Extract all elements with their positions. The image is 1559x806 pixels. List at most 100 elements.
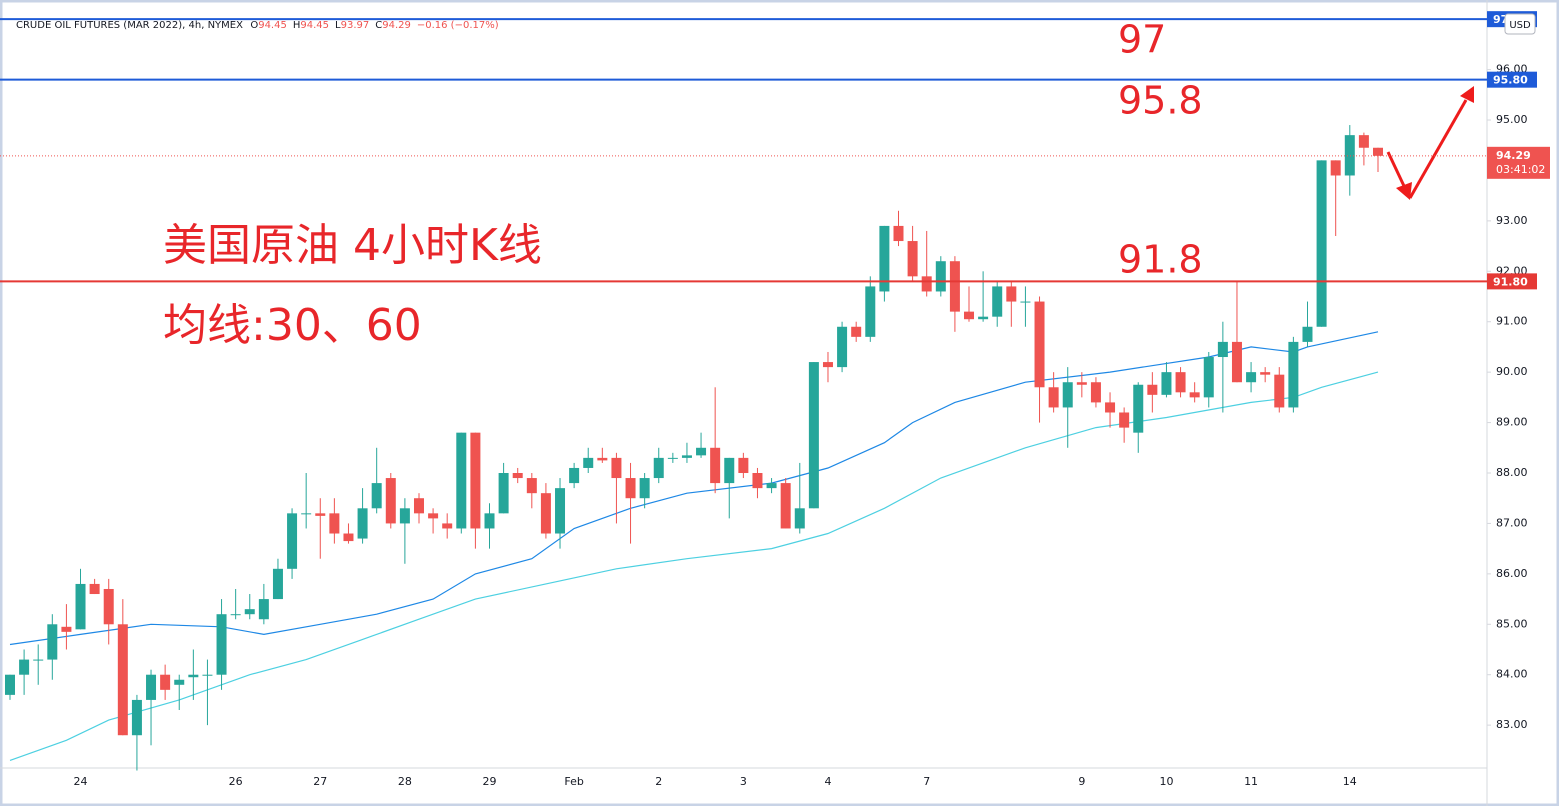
x-tick-label: 27 <box>313 775 327 788</box>
x-tick-label: 4 <box>824 775 831 788</box>
candle-body <box>681 455 692 458</box>
candle-body <box>1217 341 1228 358</box>
annotation: 95.8 <box>1118 79 1203 123</box>
candle-body <box>611 457 622 479</box>
candle-body <box>935 261 946 292</box>
level-label: 95.80 <box>1493 74 1528 87</box>
candle-body <box>1373 147 1383 156</box>
candle-body <box>19 659 30 675</box>
candle-body <box>540 493 551 534</box>
candle-body <box>301 513 312 515</box>
y-tick-label: 86.00 <box>1496 567 1528 580</box>
candle-body <box>1034 301 1045 388</box>
ohlc-key: C <box>375 20 382 31</box>
arrow-head <box>1460 86 1474 103</box>
candle-body <box>1175 372 1186 393</box>
candle-body <box>1246 372 1257 383</box>
arrow-head <box>1396 182 1412 200</box>
candle-body <box>822 362 833 368</box>
candle-body <box>428 513 439 519</box>
countdown: 03:41:02 <box>1496 163 1545 176</box>
candle-body <box>794 508 805 529</box>
candle-body <box>1090 382 1101 403</box>
candle-body <box>61 626 72 632</box>
candle-body <box>964 311 975 320</box>
candle-body <box>1076 382 1087 385</box>
y-tick-label: 84.00 <box>1496 668 1528 681</box>
candle-body <box>230 614 241 616</box>
candle-body <box>1161 372 1172 395</box>
candle-body <box>272 568 283 600</box>
change: −0.16 (−0.17%) <box>417 20 499 31</box>
candle-body <box>1062 382 1073 408</box>
candle-body <box>780 483 791 529</box>
candle-body <box>202 674 213 676</box>
annotation: 91.8 <box>1118 238 1203 282</box>
candle-body <box>978 316 989 320</box>
y-tick-label: 90.00 <box>1496 365 1528 378</box>
ohlc-key: L <box>335 20 341 31</box>
arrow-up <box>1408 99 1468 199</box>
candle-body <box>667 457 678 459</box>
candle-body <box>1119 412 1130 428</box>
candle-body <box>1189 392 1200 398</box>
title: CRUDE OIL FUTURES (MAR 2022), 4h, NYMEX <box>16 20 243 31</box>
candle-body <box>583 457 594 468</box>
level-label: 91.80 <box>1493 275 1528 288</box>
y-tick-label: 85.00 <box>1496 617 1528 630</box>
annotation: 美国原油 4小时K线 <box>163 220 542 271</box>
candle-body <box>117 624 128 736</box>
candle-body <box>131 699 142 736</box>
candle-body <box>696 447 707 456</box>
candle-body <box>399 508 410 524</box>
x-tick-label: 28 <box>398 775 412 788</box>
x-tick-label: 24 <box>74 775 88 788</box>
candle-body <box>1288 341 1299 408</box>
candle-body <box>103 588 114 625</box>
currency-box[interactable] <box>1504 13 1536 35</box>
candle-body <box>357 508 368 539</box>
candle-body <box>1006 286 1017 302</box>
candle-body <box>216 614 227 675</box>
ohlc-value: 94.29 <box>382 20 411 31</box>
candle-body <box>47 624 58 660</box>
candle-body <box>653 457 664 479</box>
arrows <box>1386 86 1474 200</box>
candle-body <box>512 473 523 479</box>
arrow-down <box>1386 151 1406 187</box>
x-tick-label: 2 <box>655 775 662 788</box>
x-tick-label: 3 <box>740 775 747 788</box>
candle-body <box>837 326 848 368</box>
candle-body <box>921 276 932 292</box>
candle-body <box>258 599 269 620</box>
candle-body <box>456 432 467 529</box>
candle-body <box>1203 357 1214 398</box>
candle-body <box>287 513 298 569</box>
annotation: 97 <box>1118 18 1166 62</box>
x-tick-label: Feb <box>564 775 583 788</box>
x-tick-label: 9 <box>1078 775 1085 788</box>
candle-body <box>1274 374 1285 408</box>
candle-body <box>992 286 1003 317</box>
candle-body <box>1344 135 1355 176</box>
candle-body <box>315 513 326 516</box>
candle-body <box>879 225 890 292</box>
last-price-box <box>1487 146 1550 179</box>
ohlc-value: 93.97 <box>341 20 370 31</box>
candle-body <box>766 483 777 489</box>
candle-body <box>244 609 255 615</box>
y-tick-label: 89.00 <box>1496 416 1528 429</box>
candle-body <box>808 362 819 509</box>
level-box <box>1487 71 1537 88</box>
candle-body <box>498 473 509 514</box>
currency: USD <box>1509 20 1531 31</box>
candle-body <box>343 533 354 542</box>
candle-body <box>526 478 537 494</box>
y-tick-label: 95.00 <box>1496 113 1528 126</box>
x-tick-label: 11 <box>1244 775 1258 788</box>
candle-body <box>625 478 636 499</box>
last-price-label: 94.29 <box>1496 149 1531 162</box>
candle-body <box>949 261 960 312</box>
ohlc-value: 94.45 <box>300 20 329 31</box>
level-box <box>1487 273 1537 290</box>
